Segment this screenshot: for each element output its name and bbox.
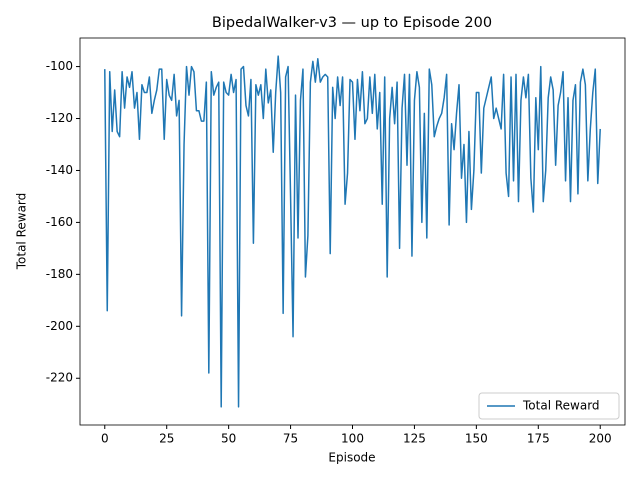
y-tick-label: -160 bbox=[46, 215, 73, 229]
x-tick-label: 125 bbox=[403, 432, 426, 446]
legend-box bbox=[478, 392, 620, 420]
x-tick-label: 200 bbox=[589, 432, 612, 446]
y-tick-label: -140 bbox=[46, 163, 73, 177]
legend: Total Reward bbox=[478, 392, 620, 420]
legend-label: Total Reward bbox=[522, 399, 600, 413]
x-tick-label: 0 bbox=[101, 432, 109, 446]
x-tick-label: 25 bbox=[159, 432, 174, 446]
y-tick-label: -200 bbox=[46, 319, 73, 333]
x-tick-label: 75 bbox=[283, 432, 298, 446]
x-tick-label: 150 bbox=[465, 432, 488, 446]
x-tick-label: 100 bbox=[341, 432, 364, 446]
y-tick-label: -120 bbox=[46, 111, 73, 125]
x-axis-label: Episode bbox=[328, 451, 375, 465]
x-tick-label: 50 bbox=[221, 432, 236, 446]
plot-frame bbox=[79, 37, 626, 426]
chart-title: BipedalWalker-v3 — up to Episode 200 bbox=[212, 15, 492, 31]
y-tick-label: -180 bbox=[46, 267, 73, 281]
x-tick-label: 175 bbox=[527, 432, 550, 446]
y-axis-label: Total Reward bbox=[15, 193, 29, 271]
y-tick-label: -220 bbox=[46, 371, 73, 385]
y-tick-label: -100 bbox=[46, 59, 73, 73]
line-series bbox=[104, 55, 601, 408]
